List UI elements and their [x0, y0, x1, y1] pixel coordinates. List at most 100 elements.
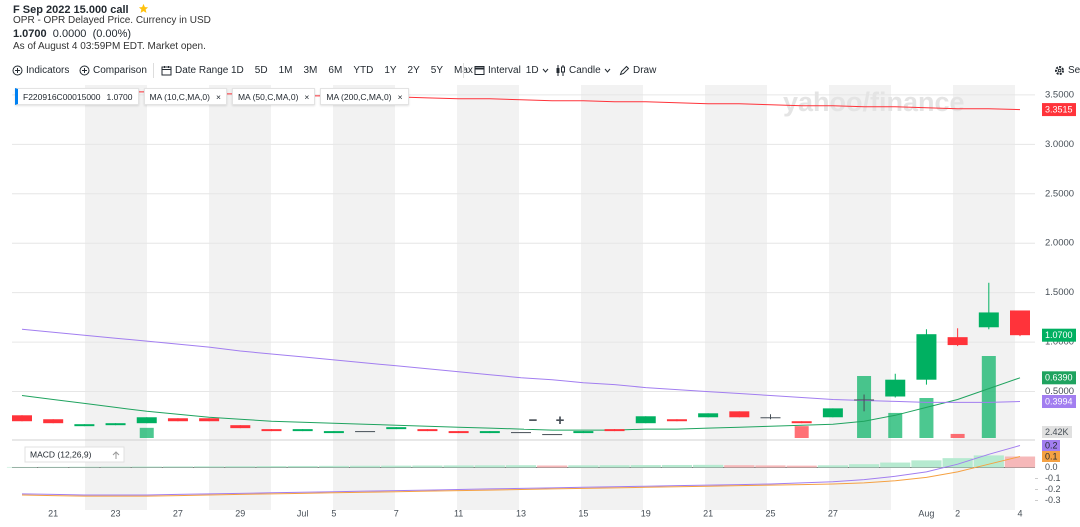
range-button[interactable]: 1Y — [384, 65, 397, 76]
legend-close: × — [215, 91, 221, 102]
range-button[interactable]: 3M — [303, 65, 318, 76]
zoom-button[interactable]: + — [551, 411, 569, 429]
toolbar-separator — [463, 63, 464, 78]
volume-bar — [794, 426, 809, 438]
volume-bar — [919, 398, 934, 438]
watch-star[interactable] — [138, 3, 149, 14]
interval-button[interactable]: Interval 1D — [474, 64, 549, 77]
candle-body — [261, 429, 282, 432]
y-tick-label: 3.0000 — [1045, 139, 1074, 150]
candle-body — [12, 415, 32, 422]
candle-body — [105, 423, 126, 426]
week-stripe — [333, 85, 395, 510]
legend-chip[interactable]: MA (50,C,MA,0) × — [231, 88, 316, 105]
y-tick-label: 3.5000 — [1045, 89, 1074, 100]
draw-label: Draw — [633, 65, 657, 76]
macd-histogram-bar — [661, 464, 693, 468]
macd-histogram-bar — [6, 466, 38, 468]
volume-bar — [981, 356, 996, 438]
range-button[interactable]: 6M — [328, 65, 343, 76]
candle-body — [854, 399, 875, 401]
y-tick-label: 1.5000 — [1045, 287, 1074, 298]
macd-histogram-bar — [724, 465, 755, 468]
macd-title: MACD (12,26,9) — [30, 449, 92, 459]
zoom-button[interactable]: − — [524, 411, 542, 429]
candle-body — [167, 418, 188, 422]
legend-chip[interactable]: MA (200,C,MA,0) × — [320, 88, 409, 105]
range-button[interactable]: 1D — [231, 65, 244, 76]
macd-histogram-bar — [973, 455, 1004, 468]
date-range-label: Date Range — [175, 65, 229, 76]
range-button[interactable]: 5D — [254, 65, 268, 76]
draw-button[interactable]: Draw — [619, 64, 656, 77]
plus-circle-icon — [12, 65, 23, 76]
week-stripe — [581, 85, 643, 510]
subtitle: OPR - OPR Delayed Price. Currency in USD — [13, 15, 211, 26]
ma-line — [21, 377, 1021, 431]
x-tick-label: 7 — [394, 508, 399, 518]
macd-histogram-bar — [630, 465, 661, 468]
watermark: yahoo/finance — [783, 87, 965, 117]
range-button[interactable]: 1M — [278, 65, 293, 76]
comparison-label: Comparison — [93, 65, 147, 76]
week-stripe — [457, 85, 519, 510]
macd-histogram-bar — [505, 465, 537, 468]
range-button[interactable]: 5Y — [430, 65, 444, 76]
date-range-button[interactable]: Date Range — [161, 64, 228, 77]
gear-icon — [1055, 66, 1064, 75]
y-tick-label: 1.0000 — [1045, 337, 1074, 348]
legend-close: × — [304, 91, 310, 102]
ma-tag: 3.3515 — [1045, 104, 1073, 114]
macd-histogram-bar — [1004, 456, 1036, 468]
interval-value: 1D — [525, 65, 539, 76]
macd-tag: 0.1 — [1045, 451, 1058, 461]
plus-circle-icon — [79, 65, 90, 76]
price-tag-box — [1042, 328, 1076, 342]
candle-body — [511, 432, 531, 434]
macd-legend[interactable]: MACD (12,26,9) — [24, 446, 125, 463]
as-of: As of August 4 03:59PM EDT. Market open. — [13, 41, 206, 52]
macd-histogram-bar — [911, 460, 942, 468]
indicators-button[interactable]: Indicators — [12, 64, 69, 77]
week-stripe — [829, 85, 891, 510]
chart-style-button[interactable]: Candle — [555, 64, 611, 77]
candle-body — [199, 418, 220, 422]
x-tick-label: 19 — [641, 508, 651, 518]
macd-tag-box — [1042, 440, 1060, 451]
macd-histogram-bar — [131, 466, 162, 468]
candle-body — [666, 419, 687, 422]
range-button[interactable]: 2Y — [407, 65, 420, 76]
macd-histogram-bar — [412, 465, 443, 468]
macd-histogram-bar — [942, 458, 973, 468]
settings-label: Set — [1068, 65, 1080, 76]
zoom-button-bg — [551, 411, 569, 429]
macd-histogram-bar — [848, 464, 880, 468]
zoom-label: + — [556, 412, 565, 429]
legend: F220916C00015000 1.0700 MA (10,C,MA,0) × MA … — [15, 88, 409, 105]
macd-histogram-bar — [256, 466, 287, 468]
chevron-icon — [542, 68, 548, 73]
comparison-button[interactable]: Comparison — [79, 64, 147, 77]
y-tick-label: 0.5000 — [1045, 386, 1074, 397]
settings-button[interactable]: Set — [1054, 64, 1080, 77]
candle-body — [74, 424, 95, 427]
legend-chip[interactable]: F220916C00015000 1.0700 — [15, 88, 139, 105]
candle-body — [355, 431, 376, 433]
ma-line — [21, 328, 1021, 403]
macd-histogram-bar — [599, 465, 630, 468]
x-tick-label: 25 — [765, 508, 775, 518]
macd-histogram-bar — [287, 465, 318, 468]
candle-body — [292, 429, 313, 432]
range-button[interactable]: YTD — [353, 65, 374, 76]
x-tick-label: 23 — [111, 508, 121, 518]
legend-chip[interactable]: MA (10,C,MA,0) × — [143, 88, 227, 105]
volume-tag: 2.42K — [1045, 427, 1069, 437]
title-row: F Sep 2022 15.000 call — [13, 3, 149, 16]
ma-tag-box — [1042, 395, 1076, 409]
price-change: 0.0000 — [52, 28, 87, 40]
range-buttons: 1D5D1M3M6MYTD1Y2Y5YMax — [231, 64, 473, 77]
candle-body — [791, 421, 812, 424]
macd-histogram-bar — [225, 466, 256, 468]
